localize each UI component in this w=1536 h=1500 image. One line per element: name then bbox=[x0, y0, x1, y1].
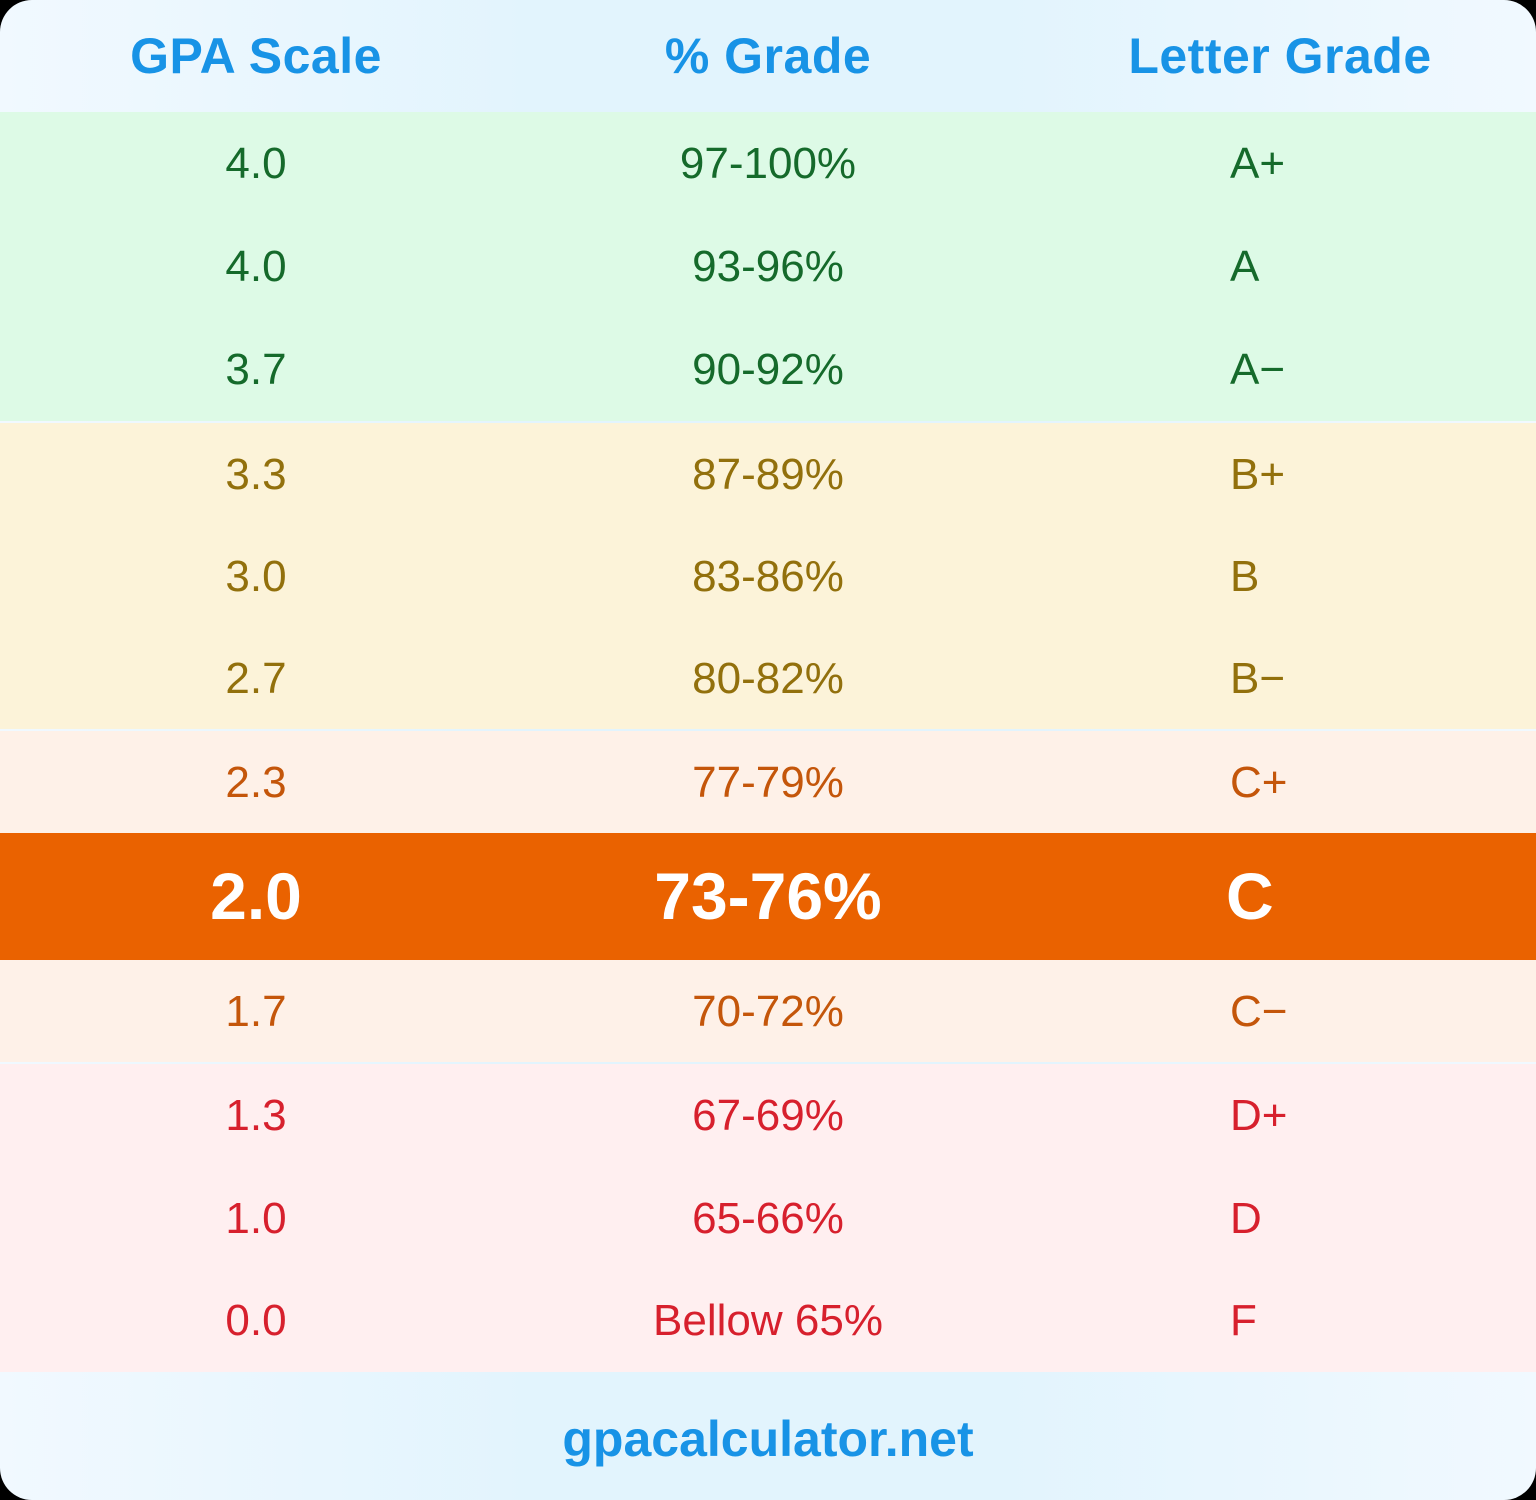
letter-grade: C bbox=[1226, 859, 1274, 933]
table-header: GPA Scale % Grade Letter Grade bbox=[0, 0, 1536, 112]
percent-range: 70-72% bbox=[692, 987, 844, 1036]
gpa-value: 3.3 bbox=[225, 450, 287, 499]
gpa-value: 2.3 bbox=[225, 758, 287, 807]
highlighted-row: 2.0 73-76% C bbox=[0, 833, 1536, 960]
gpa-value: 1.0 bbox=[225, 1194, 287, 1243]
percent-range: 90-92% bbox=[692, 345, 844, 394]
letter-grade: A bbox=[1230, 242, 1260, 291]
site-footer: gpacalculator.net bbox=[562, 1411, 974, 1467]
letter-grade: C− bbox=[1230, 987, 1288, 1036]
table-row: 3.0 83-86% B bbox=[0, 525, 1536, 628]
letter-grade: B bbox=[1230, 552, 1260, 601]
table-row: 4.0 93-96% A bbox=[0, 215, 1536, 318]
letter-grade: F bbox=[1230, 1296, 1257, 1345]
percent-range: 65-66% bbox=[692, 1194, 844, 1243]
percent-range: 87-89% bbox=[692, 450, 844, 499]
gpa-value: 1.7 bbox=[225, 987, 287, 1036]
percent-range: 97-100% bbox=[679, 139, 857, 188]
table-row: 1.7 70-72% C− bbox=[0, 960, 1536, 1063]
gpa-value: 4.0 bbox=[225, 139, 287, 188]
letter-grade: A− bbox=[1230, 345, 1286, 394]
header-gpa-scale: GPA Scale bbox=[130, 28, 382, 84]
band-d bbox=[0, 1064, 1536, 1372]
gpa-value: 0.0 bbox=[225, 1296, 287, 1345]
gpa-value: 1.3 bbox=[225, 1091, 287, 1140]
gpa-value: 3.7 bbox=[225, 345, 287, 394]
letter-grade: A+ bbox=[1230, 139, 1286, 188]
gpa-value: 4.0 bbox=[225, 242, 287, 291]
gpa-value: 2.7 bbox=[225, 654, 287, 703]
header-letter-grade: Letter Grade bbox=[1128, 28, 1432, 84]
letter-grade: C+ bbox=[1230, 758, 1288, 807]
gpa-value: 2.0 bbox=[210, 859, 302, 933]
percent-range: 83-86% bbox=[692, 552, 844, 601]
table-row: 4.0 97-100% A+ bbox=[0, 112, 1536, 215]
percent-range: 73-76% bbox=[654, 859, 882, 933]
header-percent-grade: % Grade bbox=[664, 28, 872, 84]
table-row: 2.7 80-82% B− bbox=[0, 627, 1536, 730]
table-row: 1.0 65-66% D bbox=[0, 1167, 1536, 1270]
table-row: 3.3 87-89% B+ bbox=[0, 423, 1536, 526]
band-b bbox=[0, 423, 1536, 729]
letter-grade: D bbox=[1230, 1194, 1262, 1243]
percent-range: 77-79% bbox=[692, 758, 844, 807]
letter-grade: B+ bbox=[1230, 450, 1286, 499]
table-row: 0.0 Bellow 65% F bbox=[0, 1269, 1536, 1372]
percent-range: 67-69% bbox=[692, 1091, 844, 1140]
table-row: 1.3 67-69% D+ bbox=[0, 1064, 1536, 1167]
letter-grade: D+ bbox=[1230, 1091, 1288, 1140]
percent-range: 80-82% bbox=[692, 654, 844, 703]
table-row: 3.7 90-92% A− bbox=[0, 318, 1536, 421]
gpa-value: 3.0 bbox=[225, 552, 287, 601]
percent-range: Bellow 65% bbox=[653, 1296, 883, 1345]
band-a bbox=[0, 112, 1536, 421]
percent-range: 93-96% bbox=[692, 242, 844, 291]
letter-grade: B− bbox=[1230, 654, 1286, 703]
table-row: 2.3 77-79% C+ bbox=[0, 731, 1536, 834]
